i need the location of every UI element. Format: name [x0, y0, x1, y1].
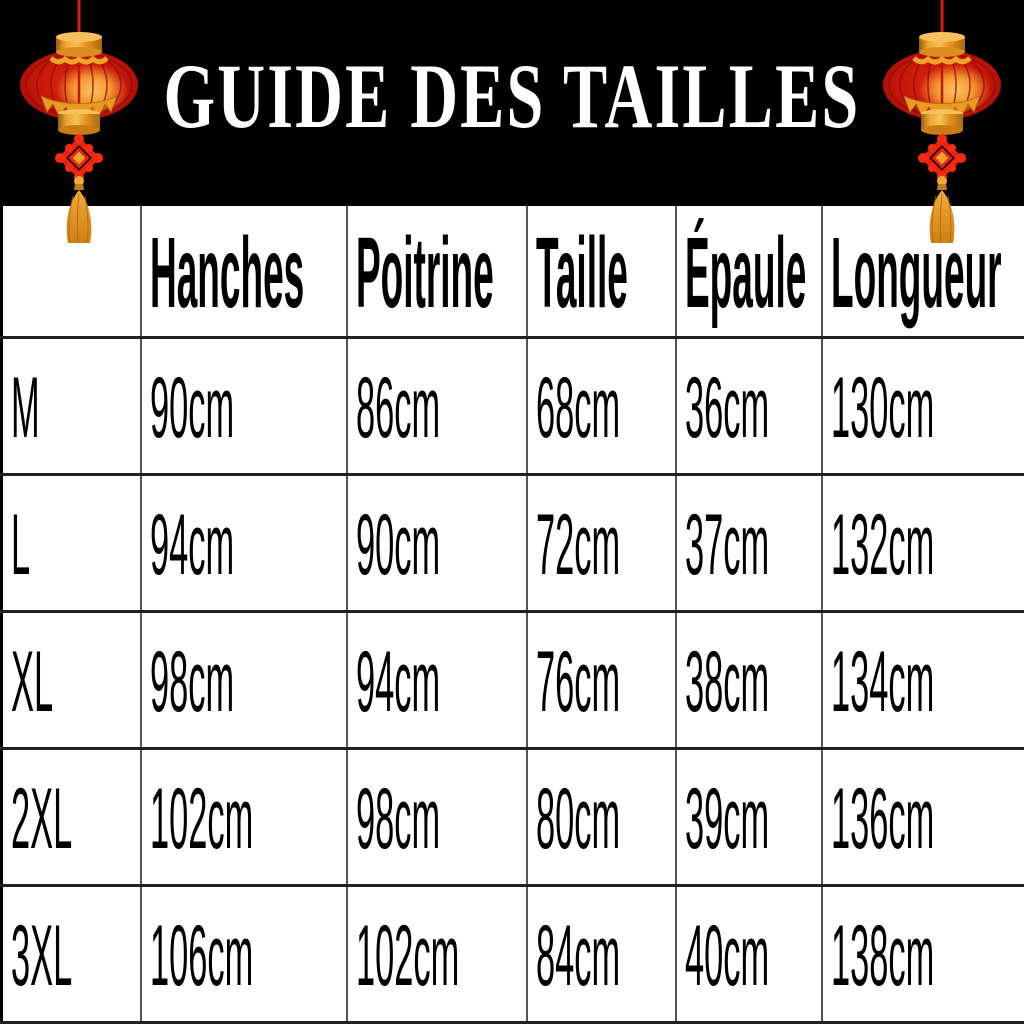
measurement-value: 40cm	[684, 907, 769, 1004]
size-label: M	[11, 359, 40, 456]
size-label-cell: M	[0, 335, 142, 476]
measurement-value: 130cm	[830, 359, 934, 456]
measurement-cell: 102cm	[345, 883, 528, 1024]
measurement-value: 102cm	[149, 770, 253, 867]
size-table-wrap: Hanches Poitrine Taille Épaule Longueur M 90c…	[0, 206, 1024, 1024]
measurement-value: 98cm	[149, 633, 234, 730]
page-title-wrap: GUIDE DES TAILLES	[0, 44, 1024, 148]
column-header-label: Épaule	[684, 216, 806, 329]
measurement-value: 86cm	[355, 359, 440, 456]
measurement-cell: 72cm	[525, 472, 677, 613]
measurement-cell: 138cm	[820, 883, 1024, 1024]
measurement-value: 134cm	[830, 633, 934, 730]
measurement-cell: 98cm	[345, 746, 528, 887]
column-header: Poitrine	[345, 206, 528, 339]
measurement-cell: 80cm	[525, 746, 677, 887]
measurement-value: 37cm	[684, 496, 769, 593]
measurement-value: 98cm	[355, 770, 440, 867]
measurement-cell: 86cm	[345, 335, 528, 476]
size-label: 3XL	[11, 907, 73, 1004]
measurement-value: 72cm	[535, 496, 620, 593]
column-header: Hanches	[139, 206, 348, 339]
size-label: L	[11, 496, 31, 593]
measurement-cell: 84cm	[525, 883, 677, 1024]
measurement-value: 84cm	[535, 907, 620, 1004]
measurement-value: 68cm	[535, 359, 620, 456]
size-label-cell: 2XL	[0, 746, 142, 887]
measurement-value: 39cm	[684, 770, 769, 867]
measurement-cell: 130cm	[820, 335, 1024, 476]
measurement-value: 138cm	[830, 907, 934, 1004]
size-label-cell: L	[0, 472, 142, 613]
measurement-cell: 76cm	[525, 609, 677, 750]
size-table: Hanches Poitrine Taille Épaule Longueur M 90c…	[0, 206, 1024, 1024]
measurement-value: 90cm	[355, 496, 440, 593]
column-header: Longueur	[820, 206, 1024, 339]
column-header: Taille	[525, 206, 677, 339]
column-header-label: Longueur	[830, 216, 1002, 329]
lantern-knot	[55, 134, 103, 182]
measurement-cell: 136cm	[820, 746, 1024, 887]
column-header: Épaule	[674, 206, 823, 339]
table-row: M 90cm 86cm 68cm 36cm 130cm	[0, 335, 1024, 476]
measurement-cell: 90cm	[139, 335, 348, 476]
measurement-value: 94cm	[149, 496, 234, 593]
measurement-cell: 132cm	[820, 472, 1024, 613]
table-row: XL 98cm 94cm 76cm 38cm 134cm	[0, 609, 1024, 750]
measurement-value: 106cm	[149, 907, 253, 1004]
measurement-cell: 36cm	[674, 335, 823, 476]
chinese-lantern-icon-right	[883, 0, 1001, 243]
table-row: 3XL 106cm 102cm 84cm 40cm 138cm	[0, 883, 1024, 1024]
measurement-cell: 68cm	[525, 335, 677, 476]
measurement-cell: 37cm	[674, 472, 823, 613]
measurement-value: 132cm	[830, 496, 934, 593]
table-body: M 90cm 86cm 68cm 36cm 130cm L 94cm 90cm 72cm 37cm 1…	[0, 335, 1024, 1024]
measurement-value: 36cm	[684, 359, 769, 456]
size-label-cell: XL	[0, 609, 142, 750]
measurement-cell: 106cm	[139, 883, 348, 1024]
chinese-lantern-icon-left	[20, 0, 138, 243]
size-label: XL	[11, 633, 54, 730]
measurement-cell: 134cm	[820, 609, 1024, 750]
table-row: 2XL 102cm 98cm 80cm 39cm 136cm	[0, 746, 1024, 887]
column-header-label: Poitrine	[355, 216, 494, 329]
measurement-value: 90cm	[149, 359, 234, 456]
measurement-cell: 40cm	[674, 883, 823, 1024]
page-title: GUIDE DES TAILLES	[163, 45, 861, 147]
measurement-value: 102cm	[355, 907, 459, 1004]
measurement-cell: 94cm	[139, 472, 348, 613]
column-header-label: Taille	[535, 216, 628, 329]
measurement-cell: 94cm	[345, 609, 528, 750]
lantern-knot	[918, 134, 966, 182]
header-banner: GUIDE DES TAILLES	[0, 0, 1024, 206]
measurement-value: 136cm	[830, 770, 934, 867]
measurement-cell: 98cm	[139, 609, 348, 750]
size-label: 2XL	[11, 770, 73, 867]
measurement-cell: 38cm	[674, 609, 823, 750]
measurement-value: 76cm	[535, 633, 620, 730]
measurement-cell: 90cm	[345, 472, 528, 613]
table-row: L 94cm 90cm 72cm 37cm 132cm	[0, 472, 1024, 613]
size-label-cell: 3XL	[0, 883, 142, 1024]
measurement-cell: 39cm	[674, 746, 823, 887]
measurement-value: 38cm	[684, 633, 769, 730]
measurement-value: 80cm	[535, 770, 620, 867]
measurement-cell: 102cm	[139, 746, 348, 887]
table-header-row: Hanches Poitrine Taille Épaule Longueur	[0, 206, 1024, 339]
measurement-value: 94cm	[355, 633, 440, 730]
column-header-label: Hanches	[149, 216, 304, 329]
